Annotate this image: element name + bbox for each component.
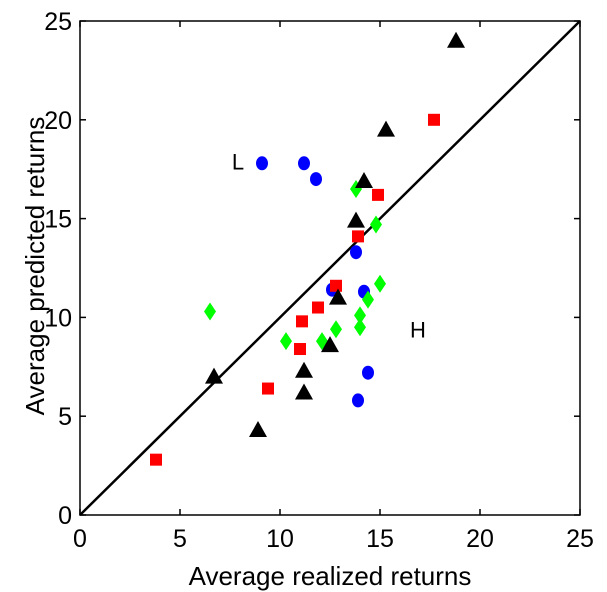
data-point-triangle	[447, 31, 465, 48]
data-point-circle	[362, 365, 374, 380]
y-axis-label: Average predicted returns	[20, 117, 50, 416]
y-tick-label: 0	[58, 502, 72, 530]
y-tick-label: 25	[44, 8, 72, 36]
data-point-diamond	[330, 320, 342, 339]
data-point-triangle	[205, 367, 223, 384]
data-point-triangle	[295, 361, 313, 378]
series-triangle	[205, 31, 465, 438]
data-point-circle	[350, 245, 362, 260]
reference-line-45deg	[79, 20, 581, 516]
chart-axes: 0 5 10 15 20 25 0 5 10 15 20 25	[44, 8, 594, 553]
data-point-circle	[310, 172, 322, 187]
data-point-triangle	[321, 336, 339, 353]
data-point-diamond	[362, 290, 374, 309]
data-point-diamond	[204, 302, 216, 321]
annotation-h: H	[410, 317, 426, 342]
data-point-circle	[352, 393, 364, 408]
x-tick-label: 10	[266, 525, 294, 553]
x-tick-label: 25	[566, 525, 594, 553]
data-point-diamond	[280, 332, 292, 351]
data-point-square	[428, 113, 440, 126]
data-point-triangle	[249, 421, 267, 438]
data-point-triangle	[377, 120, 395, 137]
series-square	[150, 113, 440, 466]
annotation-l: L	[232, 149, 244, 174]
data-point-square	[294, 343, 306, 356]
data-point-triangle	[347, 211, 365, 228]
data-point-square	[352, 230, 364, 243]
data-point-square	[296, 315, 308, 328]
data-point-square	[150, 453, 162, 466]
data-point-diamond	[374, 274, 386, 293]
data-point-square	[262, 382, 274, 395]
x-tick-label: 0	[73, 525, 87, 553]
y-tick-label: 20	[44, 107, 72, 135]
data-point-square	[330, 279, 342, 292]
data-point-triangle	[295, 383, 313, 400]
data-point-circle	[256, 156, 268, 171]
x-tick-label: 20	[466, 525, 494, 553]
x-tick-label: 15	[366, 525, 394, 553]
plot-frame	[79, 20, 581, 516]
data-point-diamond	[354, 318, 366, 337]
data-point-circle	[298, 156, 310, 171]
data-point-triangle	[355, 172, 373, 189]
y-tick-label: 5	[58, 403, 72, 431]
data-point-square	[312, 301, 324, 314]
data-point-diamond	[370, 215, 382, 234]
y-tick-label: 15	[44, 206, 72, 234]
data-point-square	[372, 188, 384, 201]
y-tick-label: 10	[44, 304, 72, 332]
chart-marks: LH	[79, 20, 581, 516]
x-tick-label: 5	[173, 525, 187, 553]
data-point-diamond	[354, 306, 366, 325]
x-axis-label: Average realized returns	[189, 561, 472, 591]
data-point-triangle	[329, 288, 347, 305]
series-diamond	[204, 179, 386, 351]
